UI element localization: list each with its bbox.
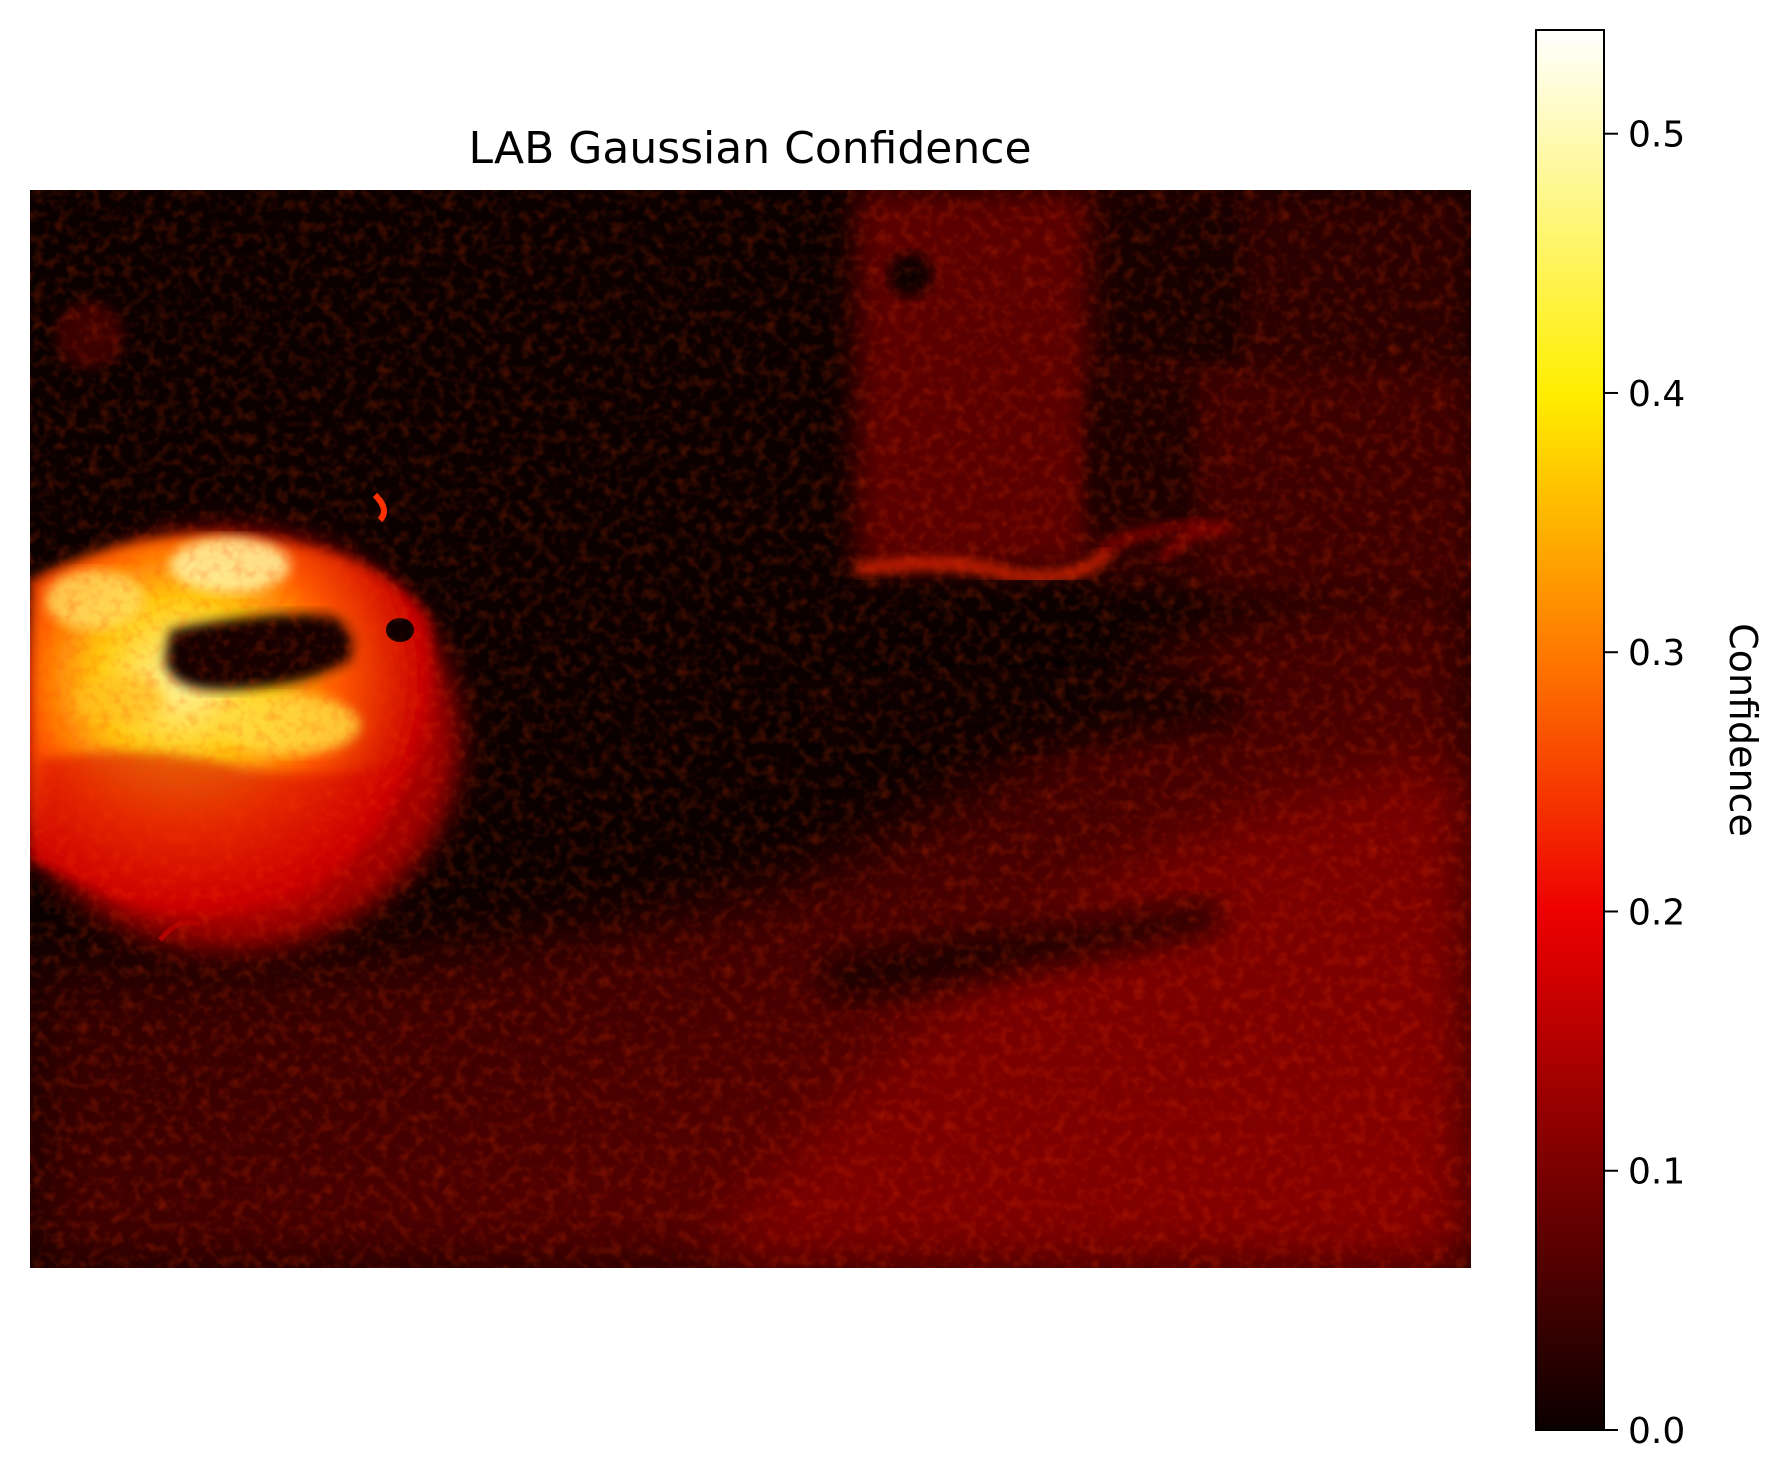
colorbar-tick-label: 0.5	[1628, 115, 1685, 156]
colorbar-gradient	[1535, 29, 1605, 1431]
chart-title: LAB Gaussian Confidence	[468, 123, 1031, 174]
colorbar: 0.0 0.1 0.2 0.3 0.4 0.5 Confidence	[1535, 29, 1765, 1452]
colorbar-tick-label: 0.4	[1628, 374, 1685, 415]
colorbar-tick-label: 0.2	[1628, 892, 1685, 933]
texture-grain	[30, 190, 1471, 1268]
colorbar-tick-label: 0.0	[1628, 1411, 1685, 1452]
colorbar-tick-label: 0.3	[1628, 633, 1685, 674]
colorbar-tick-label: 0.1	[1628, 1152, 1685, 1193]
colorbar-label: Confidence	[1721, 623, 1765, 837]
heatmap-image	[30, 190, 1471, 1268]
colorbar-ticks: 0.0 0.1 0.2 0.3 0.4 0.5	[1604, 115, 1685, 1452]
